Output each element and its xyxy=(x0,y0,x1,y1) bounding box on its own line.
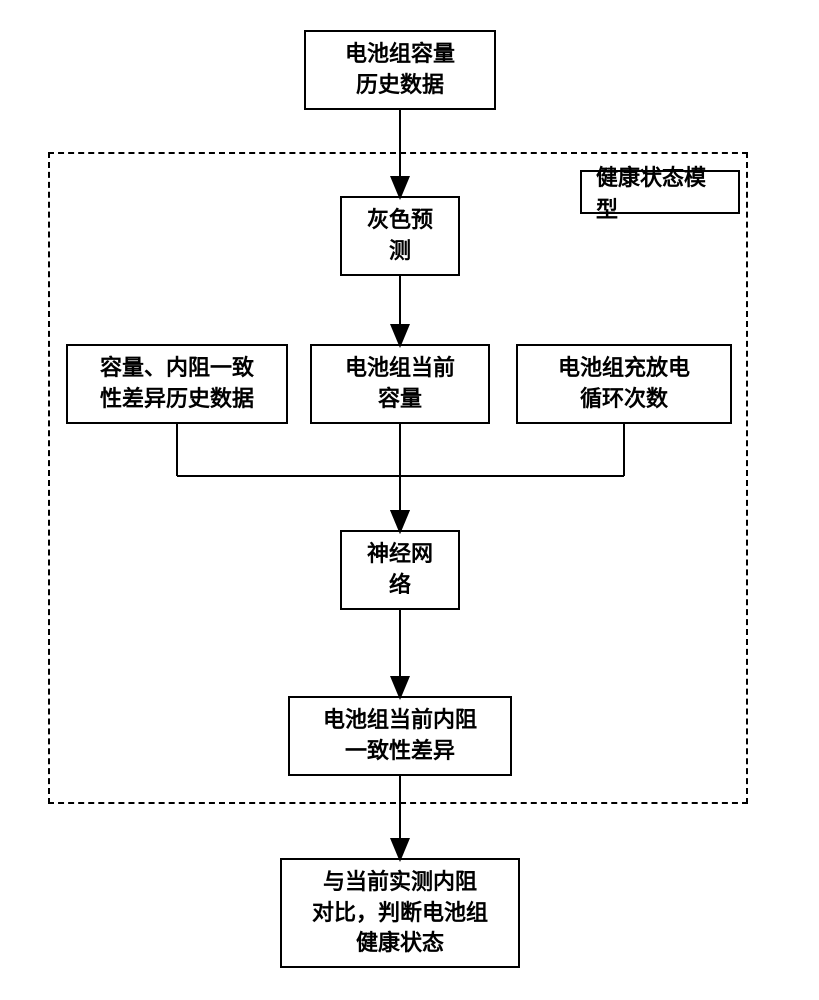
node-battery-capacity-history: 电池组容量历史数据 xyxy=(304,30,496,110)
node-current-capacity: 电池组当前容量 xyxy=(310,344,490,424)
node-current-resistance-diff: 电池组当前内阻一致性差异 xyxy=(288,696,512,776)
legend-health-state-model: 健康状态模型 xyxy=(580,170,740,214)
node-label: 灰色预测 xyxy=(367,205,433,267)
node-label: 神经网络 xyxy=(367,539,433,601)
legend-label: 健康状态模型 xyxy=(596,160,724,224)
node-compare-judge-health: 与当前实测内阻对比，判断电池组健康状态 xyxy=(280,858,520,968)
node-label: 与当前实测内阻对比，判断电池组健康状态 xyxy=(312,867,488,959)
node-label: 电池组容量历史数据 xyxy=(345,39,455,101)
node-label: 容量、内阻一致性差异历史数据 xyxy=(100,353,254,415)
node-grey-prediction: 灰色预测 xyxy=(340,196,460,276)
node-charge-cycle-count: 电池组充放电循环次数 xyxy=(516,344,732,424)
node-label: 电池组当前内阻一致性差异 xyxy=(323,705,477,767)
node-neural-network: 神经网络 xyxy=(340,530,460,610)
node-label: 电池组充放电循环次数 xyxy=(558,353,690,415)
node-capacity-resistance-history: 容量、内阻一致性差异历史数据 xyxy=(66,344,288,424)
node-label: 电池组当前容量 xyxy=(345,353,455,415)
